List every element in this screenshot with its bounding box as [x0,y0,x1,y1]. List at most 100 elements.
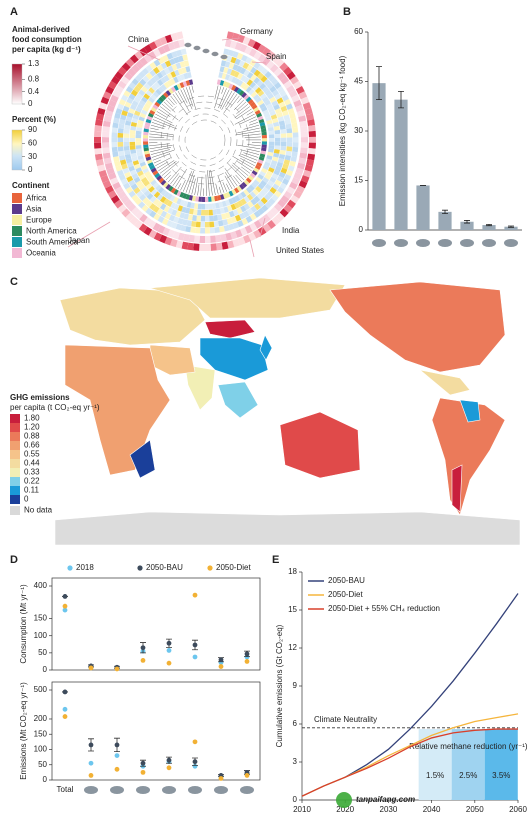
ring-cell [160,62,168,70]
ring-cell [94,148,102,155]
ring-cell [216,242,223,251]
ring-cell [220,233,227,242]
ring-cell [275,165,282,172]
ring-cell [118,98,126,106]
ring-cell [249,191,257,199]
ring-cell [205,243,211,251]
dot [140,769,146,775]
ring-cell [142,75,150,83]
category-icon [372,239,386,247]
legend-dot [67,565,73,571]
ring-cell [247,175,254,181]
ring-cell [220,60,227,67]
ring-cell [268,134,275,139]
ring-cell [123,90,131,98]
panel-label: E [272,554,279,566]
ring-cell [186,72,192,79]
bar [504,226,518,230]
ring-cell [274,129,281,135]
tree-branch [161,103,171,112]
dot [244,773,250,778]
legend-label: 0.11 [24,486,40,495]
ring-cell [141,204,149,212]
ring-cell [298,180,308,189]
ring-cell [255,186,262,193]
ring-cell [227,205,233,212]
ring-cell [268,144,275,150]
ring-cell [186,201,192,208]
ring-cell [274,133,281,139]
ring-cell [119,119,126,125]
y-tick-label: 150 [34,729,48,738]
ring-cell [145,118,152,124]
ring-cell [139,193,147,201]
ring-cell [145,64,153,73]
tree-branch [223,93,238,114]
ring-cell [272,156,279,162]
dot [244,651,250,657]
ring-cell [95,159,104,167]
ring-cell [284,174,292,181]
ring-cell [273,169,281,176]
ring-cell [283,190,293,200]
ring-cell [166,220,173,228]
ring-cell [108,80,117,90]
ring-cell [228,223,235,231]
ring-cell [152,222,161,232]
ring-cell [176,190,182,197]
ring-cell [225,191,231,198]
ring-cell [129,104,137,111]
ring-cell [276,161,284,168]
ring-cell [253,94,260,101]
ring-cell [100,175,110,184]
ring-cell [279,62,289,72]
line-series [301,728,518,797]
ring-cell [201,196,205,202]
ring-cell [289,160,296,167]
ring-cell [98,169,108,178]
ring-cell [228,210,235,218]
ring-cell [259,82,267,90]
tree-branch [197,184,200,196]
ring-cell [237,236,246,246]
ring-cell [125,157,133,164]
category-icon [438,239,452,247]
ring-cell [244,46,253,55]
ring-cell [245,177,252,184]
ring-cell [266,82,274,90]
ring-cell [295,104,304,113]
ring-cell [163,191,170,198]
ring-cell [205,203,209,210]
ring-cell [261,167,268,174]
ring-cell [166,72,173,80]
ring-cell [214,195,219,202]
ring-cell [168,88,174,95]
ring-cell [234,42,243,51]
ring-cell [129,169,137,176]
tree-branch [249,119,258,123]
ring-cell [108,99,117,108]
ring-cell [140,164,148,171]
dot [62,603,68,609]
ring-cell [274,82,282,90]
ring-cell [149,69,157,77]
ring-cell [295,167,304,175]
ring-cell [283,114,290,121]
ring-cell [285,103,293,110]
legend-swatch [12,215,22,225]
colorbar-tick-label: 0 [28,165,33,174]
dot [88,773,94,778]
ring-cell [124,101,132,108]
ring-cell [177,217,184,225]
ring-cell [117,142,124,147]
ring-cell [240,205,247,213]
reduction-band [451,729,485,800]
ring-cell [134,197,142,206]
ring-cell [195,221,201,228]
ring-cell [169,195,176,202]
tree-branch [170,173,179,185]
ring-cell [110,195,120,204]
ring-cell [124,153,132,160]
y-tick-label: 15 [288,605,297,614]
ring-cell [149,77,157,85]
